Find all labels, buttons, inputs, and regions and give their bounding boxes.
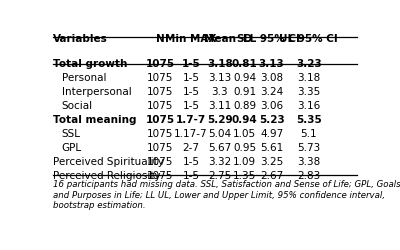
Text: 1-5: 1-5 [182,87,200,97]
Text: SSL: SSL [62,129,81,139]
Text: 1075: 1075 [147,129,173,139]
Text: SD: SD [237,34,253,44]
Text: 5.73: 5.73 [297,143,320,153]
Text: 3.18: 3.18 [207,59,233,69]
Text: 3.3: 3.3 [212,87,228,97]
Text: 5.29: 5.29 [207,115,233,125]
Text: 2.67: 2.67 [260,171,283,181]
Text: 1075: 1075 [147,73,173,83]
Text: 0.81: 0.81 [232,59,258,69]
Text: Interpersonal: Interpersonal [62,87,132,97]
Text: 3.32: 3.32 [208,157,232,167]
Text: Total growth: Total growth [53,59,128,69]
Text: 3.23: 3.23 [296,59,322,69]
Text: Personal: Personal [62,73,106,83]
Text: 5.35: 5.35 [296,115,322,125]
Text: Mean: Mean [204,34,236,44]
Text: 3.25: 3.25 [260,157,283,167]
Text: 1075: 1075 [147,171,173,181]
Text: 1-5: 1-5 [182,171,200,181]
Text: 0.94: 0.94 [232,115,258,125]
Text: Total meaning: Total meaning [53,115,136,125]
Text: 4.97: 4.97 [260,129,283,139]
Text: 1.17-7: 1.17-7 [174,129,208,139]
Text: 0.94: 0.94 [233,73,256,83]
Text: Social: Social [62,101,93,111]
Text: 3.11: 3.11 [208,101,232,111]
Text: 3.35: 3.35 [297,87,320,97]
Text: 5.67: 5.67 [208,143,232,153]
Text: 5.1: 5.1 [300,129,317,139]
Text: 1075: 1075 [147,101,173,111]
Text: 3.38: 3.38 [297,157,320,167]
Text: 0.95: 0.95 [233,143,256,153]
Text: 1075: 1075 [146,59,175,69]
Text: 3.08: 3.08 [260,73,283,83]
Text: 2-7: 2-7 [182,143,200,153]
Text: 3.24: 3.24 [260,87,283,97]
Text: 1075: 1075 [147,157,173,167]
Text: 1-5: 1-5 [182,73,200,83]
Text: Perceived Spirituality: Perceived Spirituality [53,157,164,167]
Text: GPL: GPL [62,143,82,153]
Text: Perceived Religiosity: Perceived Religiosity [53,171,161,181]
Text: 3.18: 3.18 [297,73,320,83]
Text: 2.83: 2.83 [297,171,320,181]
Text: UL 95% CI: UL 95% CI [280,34,338,44]
Text: 3.13: 3.13 [259,59,284,69]
Text: 1-5: 1-5 [182,157,200,167]
Text: 1075: 1075 [146,115,175,125]
Text: 1075: 1075 [147,87,173,97]
Text: Variables: Variables [53,34,108,44]
Text: 2.75: 2.75 [208,171,232,181]
Text: 1075: 1075 [147,143,173,153]
Text: 1.05: 1.05 [233,129,256,139]
Text: 0.91: 0.91 [233,87,256,97]
Text: Min MAX: Min MAX [165,34,217,44]
Text: 3.13: 3.13 [208,73,232,83]
Text: 1.35: 1.35 [233,171,256,181]
Text: 5.61: 5.61 [260,143,283,153]
Text: 3.16: 3.16 [297,101,320,111]
Text: 5.23: 5.23 [259,115,284,125]
Text: 1.7-7: 1.7-7 [176,115,206,125]
Text: 16 participants had missing data. SSL, Satisfaction and Sense of Life; GPL, Goal: 16 participants had missing data. SSL, S… [53,180,400,210]
Text: 1-5: 1-5 [182,101,200,111]
Text: N: N [156,34,164,44]
Text: 5.04: 5.04 [208,129,232,139]
Text: 1.09: 1.09 [233,157,256,167]
Text: 3.06: 3.06 [260,101,283,111]
Text: 0.89: 0.89 [233,101,256,111]
Text: LL 95% CI: LL 95% CI [243,34,300,44]
Text: 1-5: 1-5 [182,59,200,69]
